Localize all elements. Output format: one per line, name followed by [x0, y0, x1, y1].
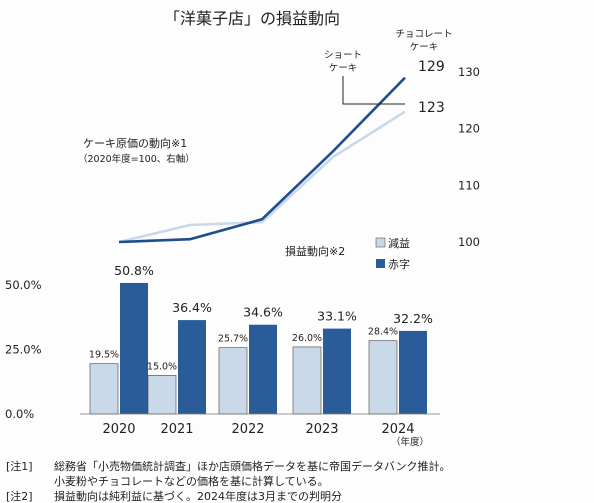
note-2-tag: [注2]	[6, 489, 33, 503]
x-tick-label: 2020	[102, 422, 135, 437]
right-axis: 130 120 110 100	[458, 65, 480, 249]
x-axis-labels: 2020 2021 2022 2023 2024	[102, 422, 414, 437]
legend-label-deficit: 赤字	[388, 257, 410, 271]
line-chart-sublabel: （2020年度=100、右軸）	[78, 153, 195, 165]
x-axis-suffix: （年度）	[391, 436, 429, 448]
bar-deficit-2020	[120, 282, 148, 414]
x-tick-label: 2023	[305, 422, 338, 437]
bar-decline-2022	[218, 347, 248, 415]
bar-series-group: 19.5% 50.8% 15.0% 36.4% 25.7% 34.6% 26.0% 33.1%…	[80, 263, 440, 415]
x-tick-label: 2022	[231, 422, 264, 437]
note-1-tag: [注1]	[6, 459, 33, 473]
short-end-label: 123	[418, 100, 445, 116]
bar-decline-2020	[89, 363, 119, 415]
bar-y-tick-label: 50.0%	[5, 278, 42, 292]
right-axis-tick-label: 130	[458, 65, 480, 79]
bar-y-axis: 50.0% 25.0% 0.0%	[5, 278, 42, 421]
bar-deficit-value-label: 32.2%	[393, 311, 433, 326]
note-2-text: 損益動向は純利益に基づく。2024年度は3月までの判明分	[54, 489, 342, 503]
bar-deficit-2024	[399, 330, 427, 414]
bar-decline-value-label: 19.5%	[89, 350, 119, 361]
bar-decline-2021	[147, 374, 177, 415]
line-short-cake	[118, 110, 406, 244]
chart-title: 「洋菓子店」の損益動向	[164, 9, 340, 28]
bar-decline-2024	[368, 340, 398, 415]
line-series-group	[118, 76, 406, 244]
series-label-short-cake-line2: ケーキ	[329, 63, 358, 74]
bar-deficit-2021	[178, 320, 206, 414]
series-label-choco-cake-line2: ケーキ	[410, 42, 439, 53]
series-label-choco-cake-line1: チョコレート	[395, 29, 452, 40]
bar-decline-2023	[292, 346, 322, 415]
note-1-text-cont: 小麦粉やチョコレートなどの価格を基に計算している。	[54, 474, 329, 488]
bar-deficit-value-label: 34.6%	[243, 305, 283, 320]
bar-deficit-2023	[323, 328, 351, 414]
line-chocolate-cake	[118, 76, 406, 244]
note-1-text: 総務省「小売物価統計調査」ほか店頭価格データを基に帝国データバンク推計。	[54, 459, 451, 473]
bar-chart-title: 損益動向※2	[285, 244, 345, 258]
x-tick-label: 2024	[381, 422, 414, 437]
bar-decline-value-label: 28.4%	[368, 327, 398, 338]
legend-swatch-deficit	[376, 259, 385, 268]
line-chart-label: ケーキ原価の動向※1	[83, 136, 187, 150]
bar-deficit-value-label: 50.8%	[114, 263, 154, 278]
bar-decline-value-label: 26.0%	[292, 333, 322, 344]
bar-y-tick-label: 0.0%	[5, 407, 34, 421]
bar-deficit-2022	[249, 324, 277, 414]
bar-decline-value-label: 25.7%	[218, 334, 248, 345]
x-tick-label: 2021	[160, 422, 193, 437]
bar-deficit-value-label: 33.1%	[317, 309, 357, 324]
choco-end-label: 129	[418, 59, 445, 75]
bar-y-tick-label: 25.0%	[5, 343, 42, 357]
right-axis-tick-label: 100	[458, 235, 480, 249]
right-axis-tick-label: 110	[458, 178, 480, 192]
series-label-short-cake-line1: ショート	[324, 50, 362, 61]
bar-deficit-value-label: 36.4%	[172, 300, 212, 315]
short-cake-leader-line	[342, 76, 405, 105]
legend-swatch-decline	[375, 237, 386, 248]
right-axis-tick-label: 120	[458, 122, 480, 136]
legend-label-decline: 減益	[388, 236, 410, 250]
bar-decline-value-label: 15.0%	[147, 361, 177, 372]
